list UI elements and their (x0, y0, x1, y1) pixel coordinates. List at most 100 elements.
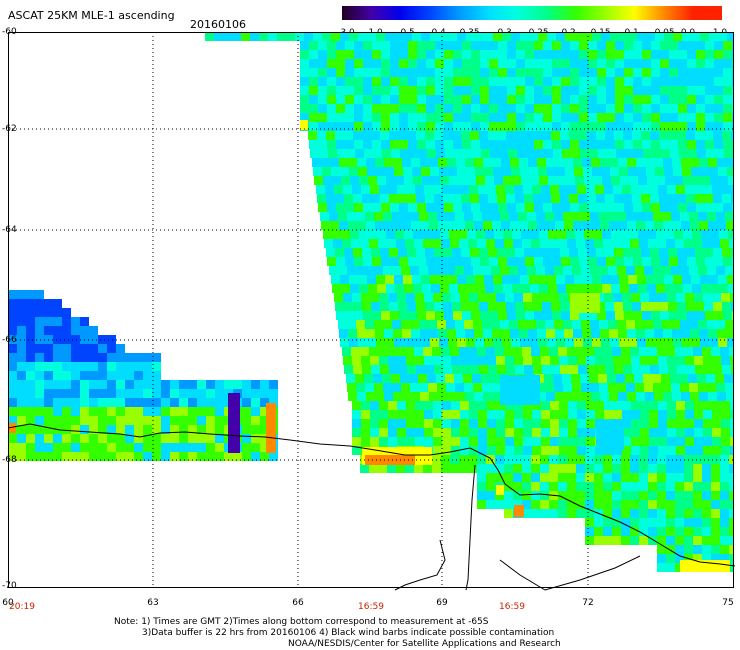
wind-cell (107, 452, 116, 461)
wind-cell (327, 41, 336, 50)
wind-cell (675, 563, 684, 572)
wind-cell (424, 419, 433, 428)
wind-cell (460, 446, 469, 455)
wind-cell (621, 491, 630, 500)
wind-cell (597, 113, 606, 122)
wind-cell (685, 446, 694, 455)
wind-cell (597, 41, 606, 50)
wind-cell (53, 344, 62, 353)
wind-cell (379, 410, 388, 419)
wind-cell (53, 416, 62, 425)
wind-cell (398, 194, 407, 203)
wind-cell (453, 77, 462, 86)
wind-cell (441, 455, 450, 464)
wind-cell (626, 212, 635, 221)
wind-cell (242, 398, 251, 407)
wind-cell (359, 176, 368, 185)
wind-cell (444, 86, 453, 95)
wind-cell (689, 212, 698, 221)
wind-cell (71, 452, 80, 461)
wind-cell (152, 380, 161, 389)
wind-cell (408, 68, 417, 77)
wind-cell (435, 140, 444, 149)
wind-cell (352, 428, 361, 437)
wind-cell (390, 311, 399, 320)
wind-cell (608, 383, 617, 392)
wind-cell (522, 482, 531, 491)
wind-cell (633, 203, 642, 212)
wind-cell (500, 320, 509, 329)
wind-cell (366, 329, 375, 338)
wind-cell (604, 185, 613, 194)
wind-cell (579, 122, 588, 131)
wind-cell (580, 374, 589, 383)
wind-cell (585, 500, 594, 509)
wind-cell (675, 545, 684, 554)
wind-cell (378, 464, 387, 473)
wind-cell (606, 59, 615, 68)
wind-cell (467, 176, 476, 185)
wind-cell (686, 365, 695, 374)
wind-cell (399, 122, 408, 131)
wind-cell (681, 221, 690, 230)
wind-cell (507, 50, 516, 59)
wind-cell (615, 140, 624, 149)
wind-cell (525, 95, 534, 104)
wind-cell (507, 104, 516, 113)
wind-cell (720, 482, 729, 491)
wind-cell (358, 32, 367, 41)
wind-cell (637, 167, 646, 176)
wind-cell (676, 410, 685, 419)
wind-cell (615, 257, 624, 266)
wind-cell (44, 380, 53, 389)
wind-cell (599, 383, 608, 392)
wind-cell (481, 149, 490, 158)
wind-cell (694, 446, 703, 455)
wind-cell (556, 167, 565, 176)
wind-cell (702, 482, 711, 491)
wind-cell (425, 302, 434, 311)
wind-cell (336, 122, 345, 131)
wind-cell (667, 419, 676, 428)
wind-cell (396, 239, 405, 248)
wind-cell (726, 221, 733, 230)
wind-cell (637, 32, 646, 41)
wind-cell (352, 185, 361, 194)
wind-cell (367, 275, 376, 284)
wind-cell (532, 185, 541, 194)
wind-cell (597, 68, 606, 77)
wind-cell (44, 407, 53, 416)
wind-cell (633, 95, 642, 104)
wind-cell (352, 410, 361, 419)
wind-cell (720, 239, 729, 248)
wind-cell (277, 32, 286, 41)
wind-cell (615, 59, 624, 68)
wind-cell (659, 365, 668, 374)
wind-cell (392, 212, 401, 221)
wind-cell (662, 383, 671, 392)
wind-cell (555, 329, 564, 338)
wind-cell (703, 185, 712, 194)
wind-cell (594, 536, 603, 545)
wind-cell (507, 41, 516, 50)
wind-cell (415, 185, 424, 194)
wind-cell (476, 176, 485, 185)
wind-cell (80, 443, 89, 452)
wind-cell (422, 284, 431, 293)
wind-cell (714, 104, 723, 113)
wind-cell (669, 50, 678, 59)
wind-cell (558, 491, 567, 500)
wind-cell (461, 194, 470, 203)
wind-cell (543, 50, 552, 59)
wind-cell (549, 473, 558, 482)
wind-cell (345, 50, 354, 59)
wind-data-cells (8, 32, 733, 572)
wind-cell (522, 491, 531, 500)
wind-cell (559, 185, 568, 194)
wind-cell (62, 389, 71, 398)
wind-cell (623, 302, 632, 311)
wind-cell (35, 290, 44, 299)
wind-cell (416, 248, 425, 257)
wind-cell (353, 131, 362, 140)
wind-cell (666, 509, 675, 518)
